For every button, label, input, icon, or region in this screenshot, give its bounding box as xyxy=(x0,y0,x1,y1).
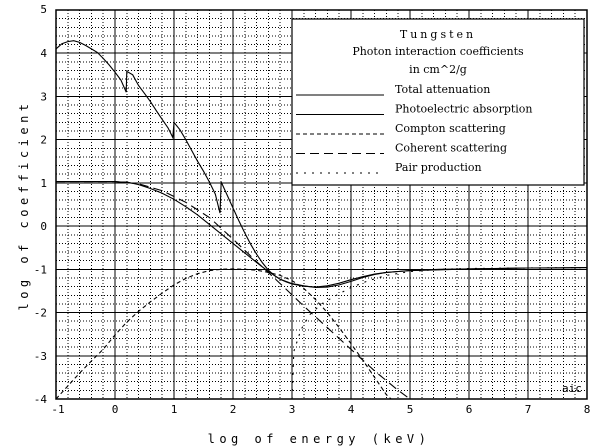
legend-item-label: Total attenuation xyxy=(395,83,490,96)
legend-title-line1: Photon interaction coefficients xyxy=(352,45,524,58)
legend: Tungsten Photon interaction coefficients… xyxy=(291,18,585,186)
x-tick-label: 4 xyxy=(348,403,355,416)
legend-item-label: Pair production xyxy=(395,161,482,174)
y-axis-title: log of coefficient xyxy=(17,99,31,310)
minor-grid xyxy=(56,10,587,399)
legend-heading: Tungsten xyxy=(400,28,476,41)
series-total-attenuation xyxy=(55,40,588,288)
x-tick-label: 0 xyxy=(112,403,119,416)
x-tick-label: 5 xyxy=(407,403,414,416)
series-coherent-scattering xyxy=(56,181,411,400)
series-photoelectric-absorption xyxy=(56,181,588,289)
x-axis-title: log of energy (keV) xyxy=(208,432,431,446)
legend-item-label: Compton scattering xyxy=(395,122,506,135)
y-tick-label: 0 xyxy=(40,220,47,233)
y-tick-label: 5 xyxy=(40,3,47,16)
legend-item-label: Coherent scattering xyxy=(395,142,507,155)
x-tick-label: 1 xyxy=(171,403,178,416)
y-tick-label: -4 xyxy=(34,393,48,406)
corner-label: aic xyxy=(562,382,582,395)
series-pair-production xyxy=(291,267,588,400)
y-tick-label: -3 xyxy=(34,350,47,363)
x-tick-label: -1 xyxy=(51,403,64,416)
y-tick-label: 1 xyxy=(40,177,47,190)
x-tick-label: 8 xyxy=(584,403,591,416)
legend-item-label: Photoelectric absorption xyxy=(395,103,533,116)
y-tick-label: 3 xyxy=(40,90,47,103)
legend-title-line2: in cm^2/g xyxy=(409,63,467,76)
y-tick-label: -1 xyxy=(34,263,47,276)
series-layer xyxy=(55,40,588,400)
x-tick-label: 3 xyxy=(289,403,296,416)
y-tick-labels: 5 4 3 2 1 0 -1 -2 -3 -4 xyxy=(34,3,48,406)
legend-items: Total attenuation Photoelectric absorptio… xyxy=(296,83,533,174)
x-tick-label: 6 xyxy=(466,403,473,416)
legend-box xyxy=(291,18,585,186)
y-tick-label: -2 xyxy=(34,307,47,320)
plot-frame xyxy=(55,9,588,400)
y-tick-label: 2 xyxy=(40,134,47,147)
x-tick-labels: -1 0 1 2 3 4 5 6 7 8 xyxy=(51,403,590,416)
x-tick-label: 2 xyxy=(230,403,237,416)
x-tick-label: 7 xyxy=(525,403,532,416)
series-compton-scattering xyxy=(55,268,392,400)
y-tick-label: 4 xyxy=(40,47,47,60)
